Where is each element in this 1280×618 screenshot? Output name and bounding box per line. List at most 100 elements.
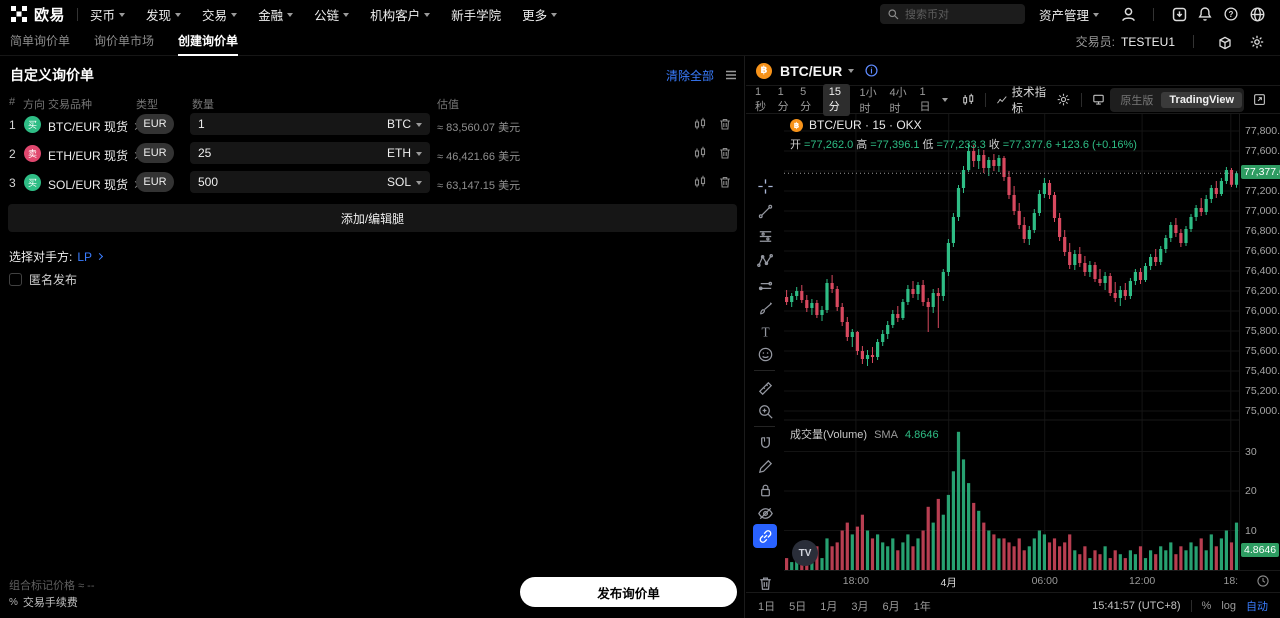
- settings-gear-icon[interactable]: [1244, 32, 1270, 52]
- timezone-clock-icon[interactable]: [1256, 574, 1270, 588]
- assets-menu[interactable]: 资产管理: [1039, 5, 1099, 24]
- nav-chains[interactable]: 公链: [314, 5, 350, 24]
- leg-pair-selector[interactable]: SOL/EUR 现货: [48, 176, 140, 193]
- range-3mo[interactable]: 3月: [851, 600, 869, 613]
- list-menu-icon[interactable]: [724, 68, 738, 82]
- leg-currency-pill[interactable]: EUR: [136, 172, 174, 192]
- leg-delete-icon[interactable]: [717, 174, 734, 191]
- trader-label: 交易员:: [1075, 35, 1115, 49]
- interval-5m[interactable]: 5分: [800, 85, 812, 113]
- help-icon[interactable]: ?: [1218, 4, 1244, 24]
- tradingview-logo[interactable]: TV: [792, 540, 818, 566]
- leg-unit-selector[interactable]: BTC: [387, 117, 422, 131]
- okx-logo[interactable]: 欧易: [10, 4, 65, 25]
- price-axis[interactable]: 77,800.077,600.077,400.077,200.077,000.0…: [1239, 114, 1280, 570]
- range-5d[interactable]: 5日: [789, 600, 807, 613]
- candle-style-icon[interactable]: [960, 92, 975, 107]
- language-globe-icon[interactable]: [1244, 4, 1270, 24]
- leg-amount-input[interactable]: 25 ETH: [190, 142, 430, 164]
- interval-1s[interactable]: 1秒: [755, 85, 766, 113]
- text-icon[interactable]: T: [753, 319, 777, 343]
- fib-retracement-icon[interactable]: [753, 224, 777, 248]
- interval-4h[interactable]: 4小时: [889, 86, 907, 115]
- tab-rfq-market[interactable]: 询价单市场: [94, 33, 155, 48]
- toggle-native[interactable]: 原生版: [1120, 94, 1154, 107]
- emoji-icon[interactable]: [753, 342, 777, 366]
- chart-clock[interactable]: 15:41:57 (UTC+8): [1092, 599, 1181, 612]
- interval-1h[interactable]: 1小时: [859, 86, 877, 115]
- tab-simple-rfq[interactable]: 简单询价单: [10, 33, 71, 48]
- trend-line-icon[interactable]: [753, 199, 777, 223]
- brush-icon[interactable]: [753, 296, 777, 320]
- interval-1d[interactable]: 1日: [919, 85, 931, 113]
- nav-trade[interactable]: 交易: [202, 5, 238, 24]
- nav-more[interactable]: 更多: [522, 5, 558, 24]
- crosshair-icon[interactable]: [753, 174, 777, 198]
- time-axis[interactable]: 18:00 4月 06:00 12:00 18:: [784, 570, 1280, 592]
- percent-scale-button[interactable]: %: [1201, 599, 1212, 612]
- leg-pair-selector[interactable]: ETH/EUR 现货: [48, 147, 140, 164]
- fee-row[interactable]: % 交易手续费: [9, 594, 78, 610]
- leg-unit-selector[interactable]: SOL: [387, 175, 422, 189]
- chart-symbol[interactable]: BTC/EUR: [780, 62, 843, 79]
- counterparty-link[interactable]: LP: [77, 249, 93, 264]
- notifications-bell-icon[interactable]: [1192, 4, 1218, 24]
- forecast-icon[interactable]: [753, 273, 777, 297]
- download-app-icon[interactable]: [1166, 4, 1192, 24]
- nav-discover[interactable]: 发现: [146, 5, 182, 24]
- zoom-in-icon[interactable]: [753, 399, 777, 423]
- lock-icon[interactable]: [753, 478, 777, 502]
- leg-chart-icon[interactable]: [692, 145, 709, 162]
- user-icon[interactable]: [1115, 4, 1141, 24]
- interval-15m[interactable]: 15分: [822, 83, 851, 116]
- leg-chart-icon[interactable]: [692, 116, 709, 133]
- range-1y[interactable]: 1年: [913, 600, 931, 613]
- nav-buy-crypto[interactable]: 买币: [90, 5, 126, 24]
- range-6mo[interactable]: 6月: [882, 600, 900, 613]
- leg-chart-icon[interactable]: [692, 174, 709, 191]
- nav-finance[interactable]: 金融: [258, 5, 294, 24]
- price-tick: 77,800.0: [1245, 125, 1280, 137]
- fullscreen-icon[interactable]: [1252, 92, 1267, 107]
- toggle-tradingview[interactable]: TradingView: [1161, 91, 1243, 108]
- ruler-icon[interactable]: [753, 376, 777, 400]
- leg-delete-icon[interactable]: [717, 145, 734, 162]
- counterparty-row: 选择对手方: LP: [9, 248, 104, 265]
- indicators-button[interactable]: 技术指标: [996, 84, 1048, 116]
- anonymous-checkbox-row[interactable]: 匿名发布: [9, 271, 77, 288]
- tab-create-rfq[interactable]: 创建询价单: [178, 28, 239, 56]
- range-1mo[interactable]: 1月: [820, 600, 838, 613]
- search-input[interactable]: 搜索币对: [879, 4, 1025, 24]
- trash-icon[interactable]: [753, 571, 777, 595]
- submit-rfq-button[interactable]: 发布询价单: [520, 577, 737, 607]
- leg-unit-selector[interactable]: ETH: [387, 146, 422, 160]
- leg-delete-icon[interactable]: [717, 116, 734, 133]
- clear-all-button[interactable]: 清除全部: [665, 68, 714, 83]
- interval-1m[interactable]: 1分: [777, 85, 789, 113]
- range-1d[interactable]: 1日: [758, 600, 776, 613]
- leg-amount-input[interactable]: 500 SOL: [190, 171, 430, 193]
- leg-currency-pill[interactable]: EUR: [136, 114, 174, 134]
- nav-institutions[interactable]: 机构客户: [370, 5, 431, 24]
- interval-more-chevron[interactable]: [942, 98, 949, 102]
- leg-pair-selector[interactable]: BTC/EUR 现货: [48, 118, 140, 135]
- auto-scale-button[interactable]: 自动: [1246, 600, 1268, 613]
- nav-academy[interactable]: 新手学院: [451, 5, 501, 24]
- display-mode-icon[interactable]: [1091, 92, 1106, 107]
- chevron-down-icon[interactable]: [848, 69, 855, 73]
- xabcd-pattern-icon[interactable]: [753, 248, 777, 272]
- anonymous-checkbox[interactable]: [9, 273, 22, 286]
- chart-settings-gear-icon[interactable]: [1056, 92, 1071, 107]
- chart-plot-area[interactable]: [784, 114, 1239, 570]
- leg-amount-input[interactable]: 1 BTC: [190, 113, 430, 135]
- info-icon[interactable]: i: [864, 63, 879, 78]
- leg-currency-pill[interactable]: EUR: [136, 143, 174, 163]
- magnet-icon[interactable]: [753, 431, 777, 455]
- draw-icon[interactable]: [753, 454, 777, 478]
- eye-hide-icon[interactable]: [753, 501, 777, 525]
- orders-box-icon[interactable]: [1212, 32, 1238, 52]
- link-icon[interactable]: [753, 524, 777, 548]
- leg-amount-value: 500: [198, 175, 219, 189]
- log-scale-button[interactable]: log: [1221, 599, 1236, 612]
- add-edit-legs-button[interactable]: 添加/编辑腿: [8, 204, 737, 232]
